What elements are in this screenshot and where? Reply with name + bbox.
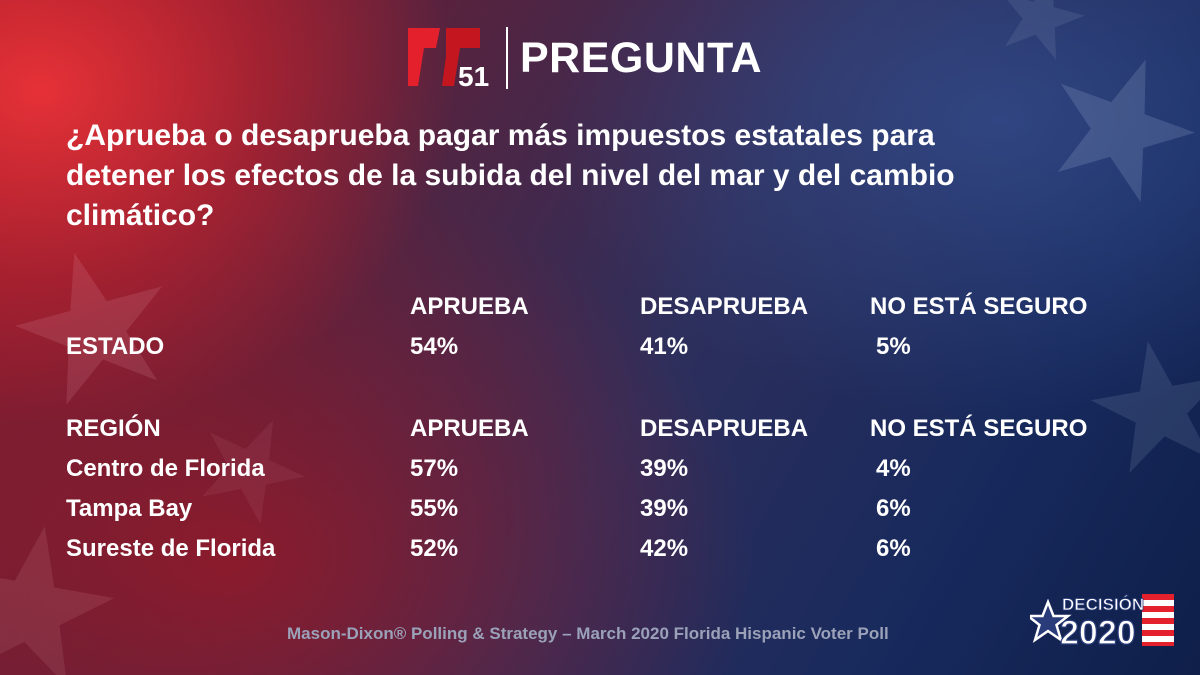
decision-2020-badge: DECISIÓN 2020 [1030,594,1174,650]
approve-value: 57% [410,455,459,482]
state-approve-value: 54% [410,333,459,360]
table-row: Centro de Florida 57% 39% 4% [66,449,1146,489]
approve-value: 52% [410,535,459,562]
logo-divider [506,27,508,89]
region-label: Centro de Florida [66,455,265,482]
header-logo: 51 PREGUNTA [406,26,762,90]
telemundo-t-logo-icon: 51 [408,28,489,90]
region-column-header-unsure: NO ESTÁ SEGURO [870,415,1088,442]
unsure-value: 4% [876,455,911,482]
column-header-approve: APRUEBA [410,293,529,320]
region-label: Tampa Bay [66,495,193,522]
region-header: REGIÓN [66,415,161,442]
approve-value: 55% [410,495,459,522]
unsure-value: 6% [876,535,911,562]
state-disapprove-value: 41% [640,333,689,360]
star-icon [1030,598,1072,644]
disapprove-value: 42% [640,535,689,562]
poll-question: ¿Aprueba o desaprueba pagar más impuesto… [66,119,955,232]
state-column-headers: APRUEBA DESAPRUEBA NO ESTÁ SEGURO [66,287,1146,327]
column-header-disapprove: DESAPRUEBA [640,293,809,320]
region-column-header-approve: APRUEBA [410,415,529,442]
region-label: Sureste de Florida [66,535,276,562]
unsure-value: 6% [876,495,911,522]
badge-line2: 2020 [1060,614,1136,650]
column-header-unsure: NO ESTÁ SEGURO [870,293,1088,320]
section-spacer [66,367,1146,409]
poll-results-table: APRUEBA DESAPRUEBA NO ESTÁ SEGURO ESTADO… [66,287,1146,569]
table-row: Tampa Bay 55% 39% 6% [66,489,1146,529]
disapprove-value: 39% [640,455,689,482]
table-row: Sureste de Florida 52% 42% 6% [66,529,1146,569]
state-row: ESTADO 54% 41% 5% [66,327,1146,367]
region-column-headers: REGIÓN APRUEBA DESAPRUEBA NO ESTÁ SEGURO [66,409,1146,449]
disapprove-value: 39% [640,495,689,522]
state-label: ESTADO [66,333,165,360]
badge-line1: DECISIÓN [1062,595,1144,614]
channel-number: 51 [458,61,489,90]
state-unsure-value: 5% [876,333,911,360]
region-column-header-disapprove: DESAPRUEBA [640,415,809,442]
source-footnote: Mason-Dixon® Polling & Strategy – March … [287,624,889,643]
header-title: PREGUNTA [520,33,763,82]
